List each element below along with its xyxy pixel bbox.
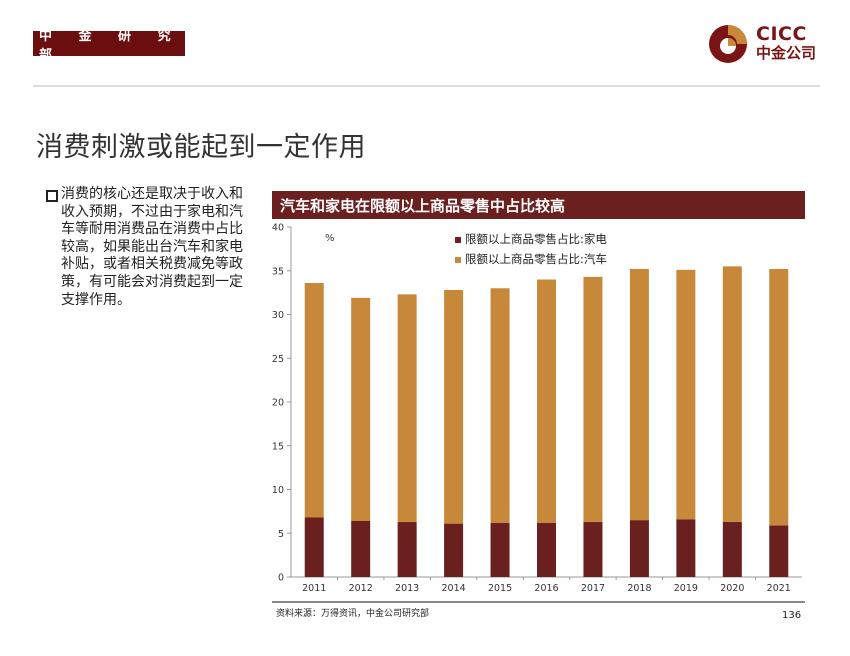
x-tick-label: 2019: [674, 583, 698, 594]
x-tick-label: 2014: [441, 583, 465, 594]
bar-auto: [397, 294, 417, 522]
bar-appliance: [351, 521, 371, 577]
bar-auto: [444, 290, 464, 524]
bar-auto: [583, 276, 603, 522]
bar-auto: [304, 283, 324, 518]
bar-appliance: [722, 521, 742, 577]
bar-appliance: [304, 517, 324, 577]
legend-swatch: [455, 237, 461, 243]
bar-auto: [351, 297, 371, 521]
y-tick-label: 30: [272, 310, 284, 321]
x-tick-label: 2021: [767, 583, 791, 594]
bar-appliance: [629, 520, 649, 577]
y-tick-label: 5: [278, 529, 284, 540]
stacked-bar-chart: 0 5 10 15 20 25 30 35 40% 2011 2012 2013 2014 2015 201…: [272, 223, 802, 594]
chart-title: 汽车和家电在限额以上商品零售中占比较高: [280, 196, 566, 215]
cicc-logo-icon: [709, 25, 747, 63]
hollow-square-bullet-icon: [46, 190, 58, 202]
x-tick-label: 2018: [627, 583, 651, 594]
bar-auto: [490, 288, 510, 523]
bar-auto: [629, 269, 649, 521]
bar-auto: [537, 279, 556, 523]
x-tick-label: 2012: [349, 583, 373, 594]
y-tick-label: 15: [272, 441, 284, 452]
y-tick-label: 40: [272, 223, 284, 234]
cicc-logo: CICC 中金公司: [708, 22, 828, 66]
department-label: 中 金 研 究 部: [39, 28, 182, 63]
bar-appliance: [769, 525, 789, 577]
bullet-text: 消费的核心还是取决于收入和收入预期，不过由于家电和汽车等耐用消费品在消费中占比较…: [61, 186, 243, 308]
department-badge: 中 金 研 究 部: [33, 29, 185, 63]
y-tick-label: 25: [272, 354, 284, 365]
page-number: 136: [782, 610, 802, 621]
legend-swatch: [455, 257, 461, 263]
x-tick-label: 2017: [581, 583, 605, 594]
legend-label: 限额以上商品零售占比:家电: [465, 232, 607, 246]
bar-appliance: [537, 522, 556, 577]
bar-appliance: [583, 521, 603, 577]
bar-auto: [722, 266, 742, 522]
page-title: 消费刺激或能起到一定作用: [36, 132, 366, 163]
x-tick-label: 2016: [534, 583, 558, 594]
legend-label: 限额以上商品零售占比:汽车: [465, 252, 607, 266]
y-tick-label: 20: [272, 398, 284, 409]
bar-auto: [676, 269, 696, 520]
logo-text-cn: 中金公司: [756, 44, 817, 62]
y-axis-unit-label: %: [325, 233, 335, 244]
bar-appliance: [676, 519, 696, 577]
x-tick-label: 2011: [302, 583, 326, 594]
x-tick-label: 2020: [720, 583, 744, 594]
logo-text-en: CICC: [756, 23, 807, 45]
source-note: 资料来源：万得资讯，中金公司研究部: [276, 609, 430, 619]
header-divider: [33, 85, 820, 87]
bar-appliance: [397, 521, 417, 577]
chart-title-bar: 汽车和家电在限额以上商品零售中占比较高: [272, 191, 805, 219]
source-divider: [272, 601, 805, 603]
bar-appliance: [444, 523, 464, 577]
x-tick-label: 2013: [395, 583, 419, 594]
y-tick-label: 35: [272, 266, 284, 277]
y-tick-label: 0: [278, 573, 284, 584]
bar-appliance: [490, 522, 510, 577]
bar-auto: [769, 269, 789, 526]
bullet-point: 消费的核心还是取决于收入和收入预期，不过由于家电和汽车等耐用消费品在消费中占比较…: [44, 186, 248, 309]
x-tick-label: 2015: [488, 583, 512, 594]
y-tick-label: 10: [272, 485, 284, 496]
